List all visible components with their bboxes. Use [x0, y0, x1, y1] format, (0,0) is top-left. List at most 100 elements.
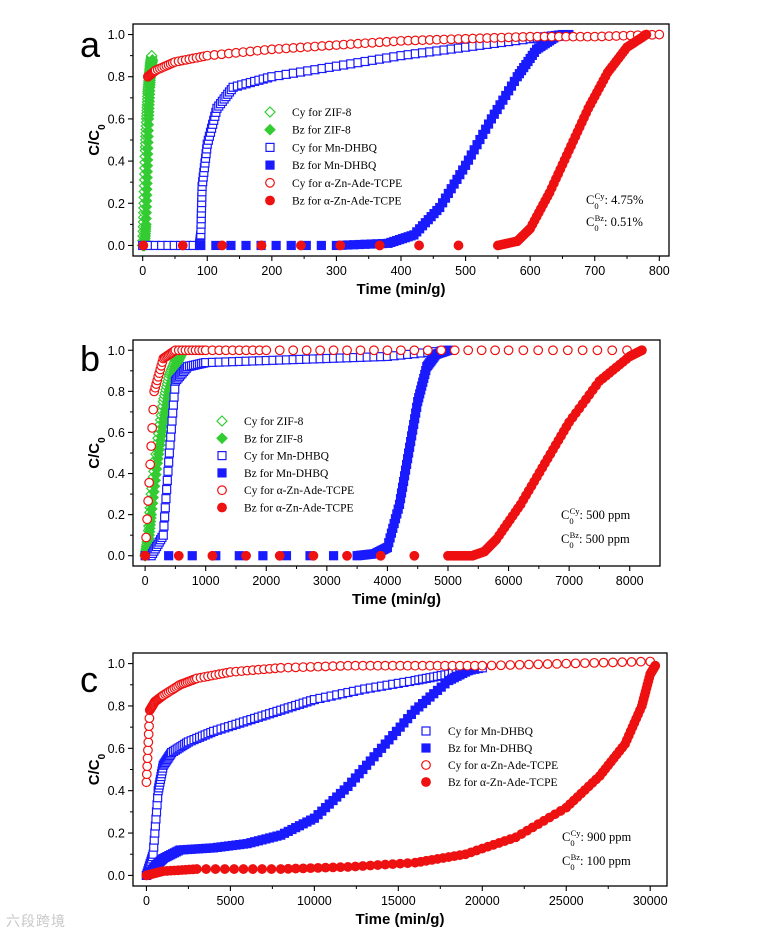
- x-tick-label: 100: [197, 264, 218, 278]
- data-point: [141, 159, 154, 172]
- data-point: [159, 521, 169, 531]
- panel-letter: a: [80, 24, 101, 65]
- legend-label: Cy for α-Zn-Ade-TCPE: [448, 760, 558, 772]
- y-axis-title: C/C0: [86, 124, 108, 156]
- legend: Cy for ZIF-8 Bz for ZIF-8 Cy for Mn-DHBQ Bz…: [216, 415, 354, 515]
- concentration-label: C0Cy: 900 ppm: [562, 828, 631, 848]
- x-tick-label: 0: [142, 574, 149, 588]
- series-3: [140, 345, 453, 561]
- chart-panel-c: c 0 5000 10000 15000 20000 25000 30000 0.0 0.2 0.4…: [80, 652, 668, 928]
- legend-label: Bz for α-Zn-Ade-TCPE: [292, 196, 402, 208]
- data-point: [229, 864, 240, 874]
- legend-marker: [217, 468, 227, 478]
- data-point: [271, 240, 281, 251]
- data-point: [141, 171, 153, 184]
- data-point: [142, 753, 153, 764]
- y-tick-label: 0.8: [108, 385, 125, 399]
- series-layer: [141, 656, 661, 881]
- legend-label: Cy for ZIF-8: [292, 107, 352, 119]
- data-point: [463, 345, 474, 356]
- data-point: [524, 659, 534, 670]
- data-point: [382, 345, 393, 356]
- legend-marker: [216, 432, 228, 445]
- data-point: [144, 721, 154, 732]
- legend-marker: [265, 160, 275, 170]
- data-point: [164, 448, 174, 458]
- data-point: [503, 345, 514, 356]
- x-tick-label: 800: [649, 264, 670, 278]
- legend-marker: [217, 502, 227, 513]
- y-tick-label: 0.8: [108, 699, 125, 713]
- legend-label: Bz for α-Zn-Ade-TCPE: [448, 777, 558, 789]
- data-point: [476, 345, 487, 356]
- data-point: [207, 550, 218, 561]
- legend-marker: [217, 451, 227, 461]
- data-point: [296, 240, 306, 251]
- data-point: [217, 240, 228, 251]
- data-point: [570, 658, 581, 669]
- data-point: [141, 532, 152, 543]
- data-point: [552, 658, 562, 669]
- y-tick-label: 1.0: [108, 28, 125, 42]
- data-point: [163, 466, 173, 476]
- data-point: [449, 345, 460, 356]
- data-point: [542, 659, 553, 669]
- legend-marker: [421, 726, 431, 736]
- data-point: [170, 384, 180, 394]
- concentration-label: C0Bz: 100 ppm: [562, 852, 631, 872]
- data-point: [607, 657, 618, 668]
- y-tick-label: 0.6: [108, 112, 125, 126]
- legend-marker: [265, 195, 275, 206]
- y-tick-label: 0.0: [108, 239, 125, 253]
- data-point: [241, 240, 251, 251]
- data-point: [201, 864, 212, 874]
- data-point: [196, 240, 206, 251]
- x-tick-label: 700: [584, 264, 605, 278]
- data-point: [641, 29, 652, 40]
- data-point: [375, 550, 386, 561]
- data-point: [140, 183, 153, 196]
- data-point: [477, 660, 488, 671]
- data-point: [162, 475, 172, 485]
- data-point: [164, 457, 174, 467]
- data-point: [168, 400, 178, 410]
- data-point: [187, 551, 197, 561]
- data-point: [533, 659, 544, 670]
- data-point: [335, 240, 346, 251]
- data-point: [146, 441, 157, 452]
- chart-panel-b: b 0 1000 2000 3000 4000 5000 6000 7000 8000 0.0 0.2…: [80, 338, 661, 608]
- data-point: [374, 240, 385, 251]
- data-point: [414, 240, 424, 251]
- y-tick-label: 0.4: [108, 784, 125, 798]
- series-5: [140, 345, 647, 561]
- data-point: [490, 345, 501, 356]
- x-tick-label: 8000: [616, 574, 644, 588]
- x-tick-label: 25000: [549, 894, 584, 908]
- x-tick-label: 0: [139, 264, 146, 278]
- y-tick-label: 0.6: [108, 426, 125, 440]
- data-point: [342, 550, 352, 561]
- data-point: [148, 404, 159, 415]
- x-tick-label: 600: [520, 264, 541, 278]
- data-point: [238, 864, 249, 874]
- data-point: [168, 408, 178, 418]
- data-point: [261, 345, 272, 356]
- x-tick-label: 20000: [465, 894, 500, 908]
- data-point: [138, 240, 149, 251]
- series-2: [141, 656, 656, 788]
- data-point: [328, 551, 339, 561]
- data-point: [219, 864, 230, 874]
- data-point: [342, 345, 352, 356]
- y-tick-label: 0.4: [108, 155, 125, 169]
- concentration-label: C0Bz: 500 ppm: [561, 530, 630, 550]
- series-5: [138, 29, 652, 251]
- data-point: [140, 206, 153, 219]
- data-point: [316, 240, 326, 251]
- data-point: [256, 240, 267, 251]
- y-tick-label: 0.0: [108, 549, 125, 563]
- data-point: [150, 468, 162, 481]
- x-tick-label: 3000: [313, 574, 341, 588]
- data-point: [636, 345, 647, 356]
- data-point: [580, 658, 590, 669]
